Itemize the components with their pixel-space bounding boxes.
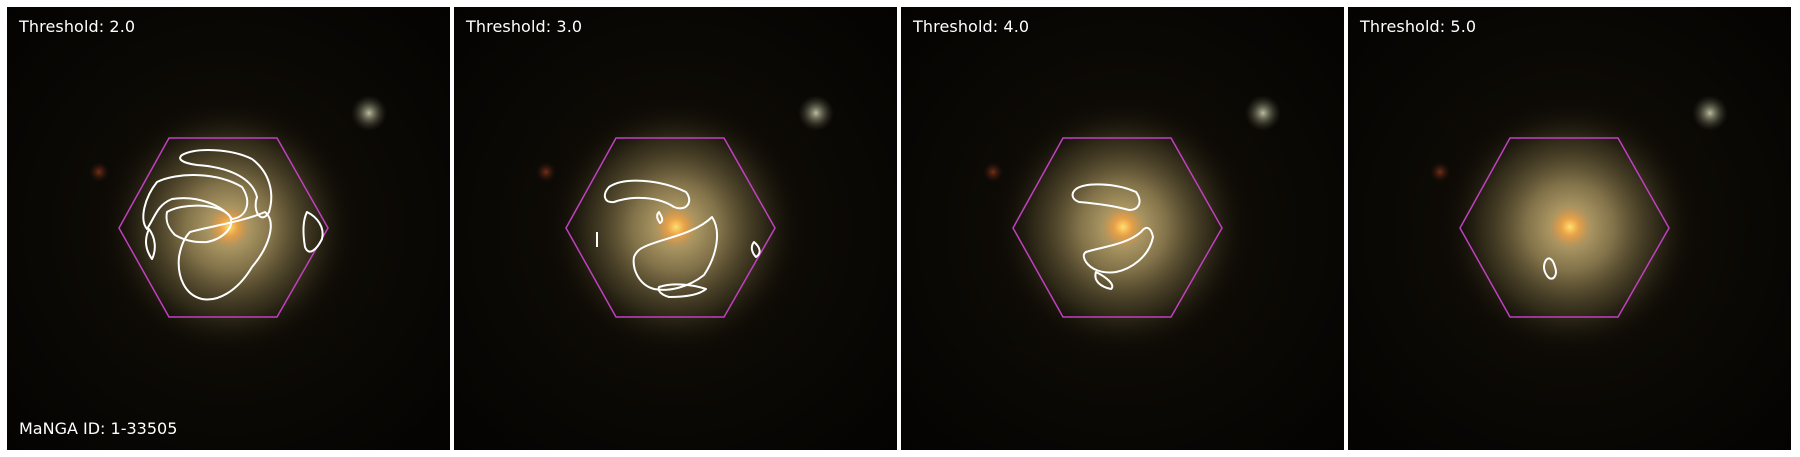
hexagon-fov-outline <box>1012 137 1223 318</box>
contour-lines <box>1543 257 1557 280</box>
contour-lines <box>1071 183 1154 290</box>
threshold-panel-3: Threshold: 4.0 <box>901 7 1344 450</box>
contour-lines <box>596 179 761 298</box>
galaxy-image-4 <box>1348 7 1791 450</box>
hexagon-fov-outline <box>118 137 329 318</box>
galaxy-id-label: MaNGA ID: 1-33505 <box>19 419 178 438</box>
contour-lines <box>142 149 324 301</box>
threshold-panel-4: Threshold: 5.0 <box>1348 7 1791 450</box>
panel-title: Threshold: 2.0 <box>19 17 136 36</box>
hexagon-fov-outline <box>1459 137 1670 318</box>
panel-title: Threshold: 4.0 <box>913 17 1030 36</box>
threshold-panel-2: Threshold: 3.0 <box>454 7 897 450</box>
galaxy-image-3 <box>901 7 1344 450</box>
panel-title: Threshold: 3.0 <box>466 17 583 36</box>
galaxy-image-1 <box>7 7 450 450</box>
panel-title: Threshold: 5.0 <box>1360 17 1477 36</box>
galaxy-image-2 <box>454 7 897 450</box>
threshold-panel-1: Threshold: 2.0 MaNGA ID: 1-33505 <box>7 7 450 450</box>
hexagon-fov-outline <box>565 137 776 318</box>
